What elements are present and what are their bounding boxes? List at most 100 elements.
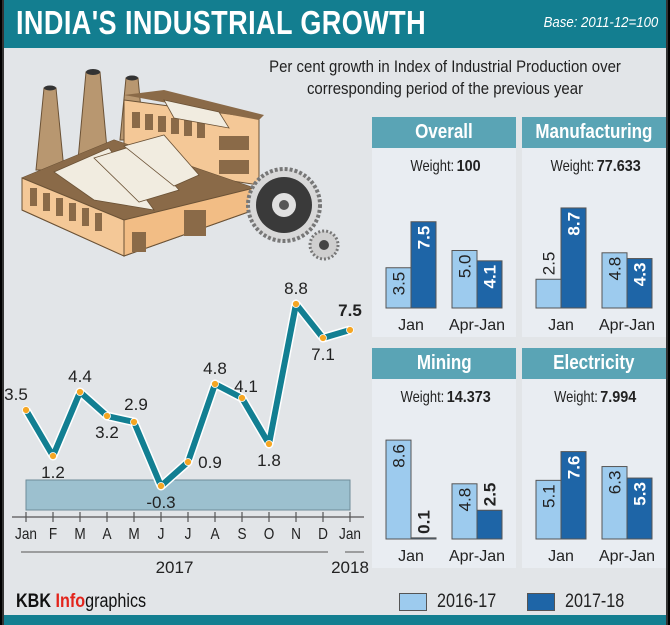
panel-electricity: Electricity Weight: 7.994 5.1 7.6 Jan 6.3 5.… — [522, 348, 666, 568]
category-label: Apr-Jan — [599, 317, 655, 334]
bar-value-label: 0.1 — [415, 510, 434, 534]
data-point — [22, 406, 30, 414]
legend-label: 2017-18 — [564, 591, 625, 612]
page-title: INDIA'S INDUSTRIAL GROWTH — [16, 4, 427, 41]
panel-weight: Weight: 7.994 — [554, 389, 637, 406]
data-point — [292, 300, 300, 308]
data-label: -0.3 — [146, 493, 175, 512]
data-label: 1.8 — [257, 451, 281, 470]
bar — [476, 509, 503, 540]
panel-weight: Weight: 100 — [410, 158, 481, 175]
data-point — [265, 440, 273, 448]
x-tick-label: D — [318, 526, 328, 543]
legend-swatch-2017-18 — [526, 593, 555, 611]
data-label: 7.5 — [338, 301, 362, 320]
bar-value-label: 7.5 — [415, 226, 434, 250]
x-tick-label: J — [158, 526, 165, 543]
data-point — [157, 482, 165, 490]
bar-value-label: 7.6 — [565, 456, 584, 480]
panel-title: Overall — [372, 117, 516, 148]
subtitle: Per cent growth in Index of Industrial P… — [269, 57, 621, 98]
panel-overall: Overall Weight: 100 3.5 7.5 Jan 5.0 4.1 Apr-J… — [372, 117, 516, 337]
x-tick-label: Jan — [339, 526, 361, 543]
data-point — [49, 452, 57, 460]
panel-title: Electricity — [522, 348, 666, 379]
legend-swatch-2016-17 — [399, 593, 427, 611]
bar-value-label: 5.3 — [631, 482, 650, 506]
data-label: 4.1 — [234, 377, 258, 396]
panel-title: Manufacturing — [522, 117, 666, 148]
credit: KBK Infographics — [16, 591, 147, 612]
bar — [601, 252, 628, 309]
data-point — [76, 388, 84, 396]
panel-weight: Weight: 14.373 — [400, 389, 491, 406]
mining-bar-chart: 8.6 0.1 Jan 4.8 2.5 Apr-Jan — [385, 439, 505, 565]
bar — [535, 479, 562, 540]
data-label: 8.8 — [284, 280, 308, 298]
year-label: 2017 — [156, 558, 194, 577]
panel-weight: Weight: 77.633 — [550, 158, 641, 175]
data-point — [238, 394, 246, 402]
data-point — [184, 458, 192, 466]
bar-value-label: 2.5 — [481, 483, 500, 507]
bar-value-label: 5.1 — [540, 484, 559, 508]
x-tick-label: Jan — [15, 526, 37, 543]
manufacturing-bar-chart: 2.5 8.7 Jan 4.8 4.3 Apr-Jan — [535, 207, 655, 334]
bar — [476, 260, 503, 309]
bar — [451, 250, 478, 309]
x-tick-label: J — [185, 526, 192, 543]
category-label: Apr-Jan — [599, 548, 655, 565]
category-label: Jan — [548, 548, 574, 565]
bar-value-label: 2.5 — [540, 252, 559, 276]
bar — [626, 258, 653, 309]
x-tick-label: A — [102, 526, 111, 543]
bar — [560, 207, 587, 309]
bar-value-label: 6.3 — [606, 471, 625, 495]
data-point — [130, 418, 138, 426]
bar-value-label: 5.0 — [456, 255, 475, 279]
bar-value-label: 3.5 — [390, 272, 409, 296]
data-label: 0.9 — [198, 453, 222, 472]
bar — [410, 537, 437, 540]
data-label: 3.5 — [4, 385, 28, 404]
base-note: Base: 2011-12=100 — [543, 14, 658, 31]
footer-bar — [4, 615, 666, 625]
panel-mining: Mining Weight: 14.373 8.6 0.1 Jan 4.8 2.5 Apr… — [372, 348, 516, 568]
x-tick-label: N — [291, 526, 301, 543]
negative-band — [25, 479, 351, 511]
panel-title: Mining — [372, 348, 516, 379]
data-label: 3.2 — [95, 423, 119, 442]
bar-value-label: 4.1 — [481, 265, 500, 289]
bar — [535, 278, 562, 309]
x-tick-label: A — [210, 526, 219, 543]
data-label: 1.2 — [41, 463, 65, 482]
data-label: 4.4 — [68, 367, 92, 386]
category-label: Jan — [398, 548, 424, 565]
x-tick-label: O — [264, 526, 275, 543]
category-label: Apr-Jan — [449, 317, 505, 334]
x-tick-label: M — [128, 526, 139, 543]
bar-value-label: 4.3 — [631, 263, 650, 287]
bar-value-label: 8.7 — [565, 212, 584, 236]
bar-value-label: 8.6 — [390, 444, 409, 468]
data-point — [319, 334, 327, 342]
category-label: Apr-Jan — [449, 548, 505, 565]
data-label: 7.1 — [311, 345, 335, 364]
overall-bar-chart: 3.5 7.5 Jan 5.0 4.1 Apr-Jan — [385, 221, 505, 334]
x-tick-label: F — [49, 526, 57, 543]
bar — [385, 439, 412, 540]
bar-value-label: 4.8 — [456, 488, 475, 512]
year-label: 2018 — [331, 558, 369, 577]
data-point — [211, 380, 219, 388]
title-bar: INDIA'S INDUSTRIAL GROWTH Base: 2011-12=… — [4, 0, 666, 48]
gear-icon — [246, 167, 340, 261]
factory-icon — [21, 69, 264, 257]
data-point — [103, 412, 111, 420]
bar-value-label: 4.8 — [606, 257, 625, 281]
panel-manufacturing: Manufacturing Weight: 77.633 2.5 8.7 Jan 4.… — [522, 117, 666, 337]
category-label: Jan — [548, 317, 574, 334]
electricity-bar-chart: 5.1 7.6 Jan 6.3 5.3 Apr-Jan — [535, 451, 655, 565]
bar — [410, 221, 437, 309]
